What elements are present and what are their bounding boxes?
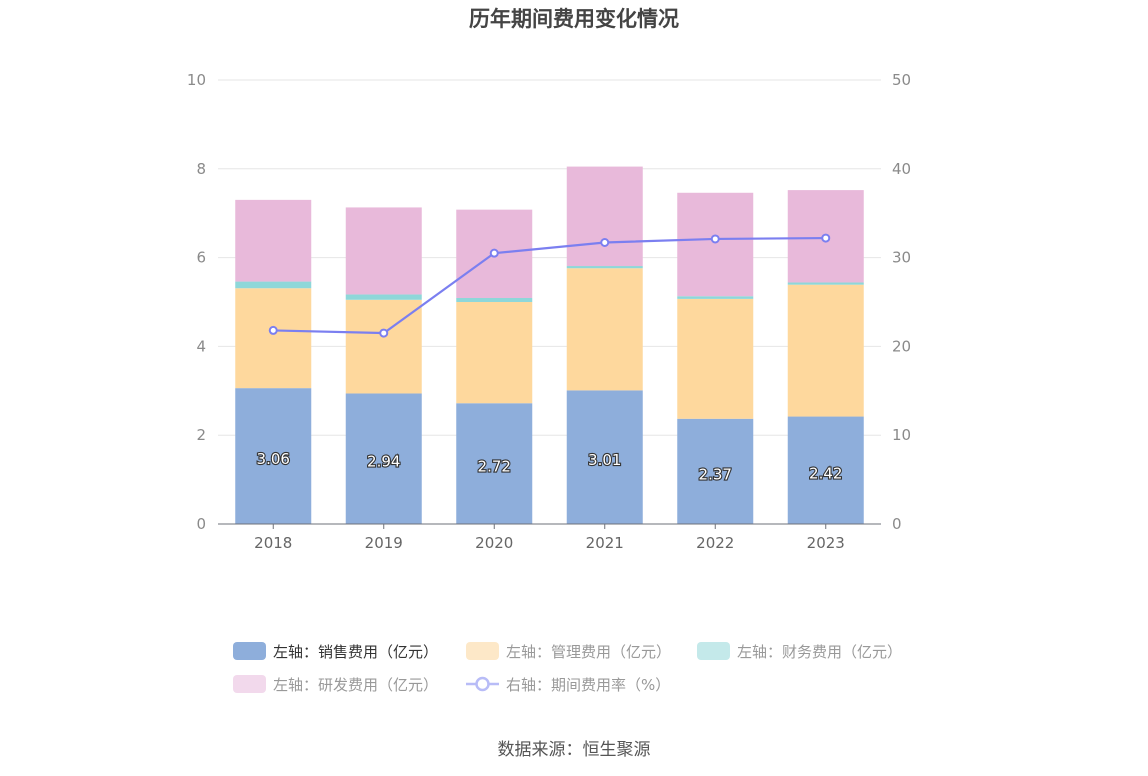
- source-note: 数据来源：恒生聚源: [498, 740, 651, 760]
- rate-point: [821, 233, 831, 243]
- legend-label: 左轴：研发费用（亿元）: [273, 676, 438, 694]
- bar-segment: [566, 268, 643, 391]
- legend-swatch: [233, 675, 266, 693]
- x-tick-label: 2019: [365, 534, 403, 552]
- y-right-tick-label: 10: [892, 426, 911, 444]
- bar-segment: [566, 390, 643, 524]
- legend-item[interactable]: 左轴：财务费用（亿元）: [697, 642, 902, 661]
- legend-item[interactable]: 左轴：研发费用（亿元）: [233, 675, 438, 694]
- x-tick-label: 2021: [586, 534, 624, 552]
- bar-segment: [787, 416, 864, 524]
- x-tick-label: 2022: [696, 534, 734, 552]
- bar-segment: [345, 393, 422, 524]
- bar-segment: [235, 288, 312, 389]
- bar-series: 3.06 2.94 2.72 3.01 2.37 2.42: [235, 166, 864, 524]
- bar-segment: [677, 418, 754, 524]
- bar-segment: [566, 166, 643, 267]
- bar-data-label: 2.37: [699, 465, 732, 483]
- bar-segment: [345, 294, 422, 300]
- legend[interactable]: 左轴：销售费用（亿元） 左轴：管理费用（亿元） 左轴：财务费用（亿元） 左轴：研发费用…: [233, 642, 902, 694]
- bar-segment: [677, 296, 754, 299]
- legend-item[interactable]: 左轴：销售费用（亿元）: [233, 642, 438, 661]
- legend-label: 左轴：财务费用（亿元）: [737, 643, 902, 661]
- bar-data-label: 2.42: [809, 464, 842, 482]
- y-left-tick-label: 10: [187, 71, 206, 89]
- bar-segment: [345, 207, 422, 295]
- bar-segment: [787, 282, 864, 285]
- x-tick-label: 2023: [807, 534, 845, 552]
- chart-title: 历年期间费用变化情况: [469, 7, 679, 31]
- x-tick-label: 2020: [475, 534, 513, 552]
- bar-segment: [456, 403, 533, 524]
- bar-data-label: 2.72: [478, 458, 511, 476]
- y-axis-left: 0 2 4 6 8 10: [187, 71, 206, 533]
- bar-segment: [456, 302, 533, 404]
- line-series: [268, 233, 831, 338]
- legend-item[interactable]: 右轴：期间费用率（%）: [466, 676, 670, 694]
- rate-point: [710, 234, 720, 244]
- rate-point: [600, 238, 610, 248]
- y-left-tick-label: 8: [196, 160, 206, 178]
- y-left-tick-label: 0: [196, 515, 206, 533]
- bar-segment: [235, 199, 312, 282]
- legend-swatch: [697, 642, 730, 660]
- legend-swatch: [466, 642, 499, 660]
- y-right-tick-label: 0: [892, 515, 902, 533]
- legend-label: 左轴：销售费用（亿元）: [273, 643, 438, 661]
- y-right-tick-label: 40: [892, 160, 911, 178]
- bar-segment: [677, 298, 754, 419]
- legend-item[interactable]: 左轴：管理费用（亿元）: [466, 642, 671, 661]
- grid-lines: [218, 79, 881, 436]
- rate-point: [379, 328, 389, 338]
- x-axis: 2018 2019 2020 2021 2022 2023: [218, 523, 881, 552]
- bar-segment: [235, 281, 312, 289]
- y-left-tick-label: 4: [196, 337, 206, 355]
- y-left-tick-label: 2: [196, 426, 206, 444]
- legend-label: 左轴：管理费用（亿元）: [506, 643, 671, 661]
- legend-marker-icon: [475, 676, 490, 692]
- bar-data-label: 2.94: [367, 453, 400, 471]
- bar-segment: [677, 192, 754, 297]
- bar-segment: [566, 266, 643, 269]
- y-left-tick-label: 6: [196, 249, 206, 267]
- x-tick-label: 2018: [254, 534, 292, 552]
- y-right-tick-label: 20: [892, 337, 911, 355]
- rate-point: [268, 325, 278, 335]
- rate-line: [273, 236, 826, 335]
- legend-label: 右轴：期间费用率（%）: [506, 676, 670, 694]
- bar-data-label: 3.06: [257, 450, 290, 468]
- bar-data-label: 3.01: [588, 451, 621, 469]
- legend-swatch: [233, 642, 266, 660]
- bar-segment: [235, 388, 312, 524]
- bar-segment: [456, 298, 533, 302]
- bar-segment: [787, 284, 864, 417]
- y-right-tick-label: 30: [892, 249, 911, 267]
- rate-point: [489, 248, 499, 258]
- y-axis-right: 0 10 20 30 40 50: [892, 71, 911, 533]
- y-right-tick-label: 50: [892, 71, 911, 89]
